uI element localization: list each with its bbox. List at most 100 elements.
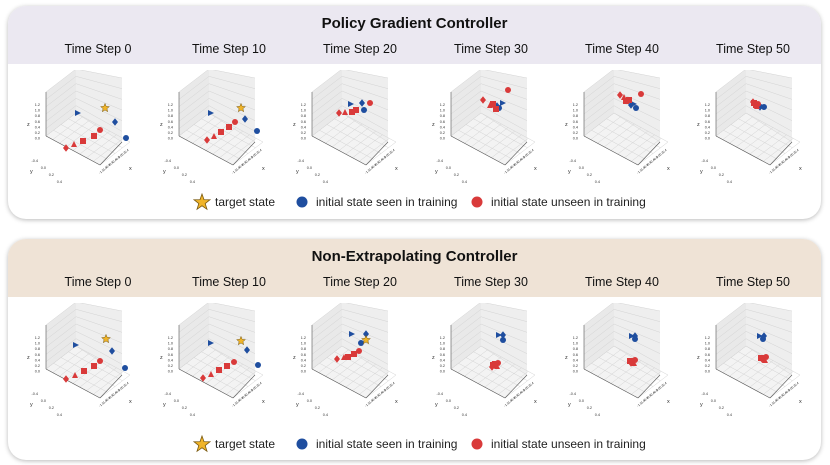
x-tick-label: -0.6 [108, 160, 115, 167]
x-tick-label: 0.4 [257, 381, 263, 387]
gridline [338, 127, 370, 151]
gridline [450, 301, 482, 326]
z-axis-label: z [160, 122, 163, 128]
gridline [498, 138, 529, 162]
gridline [715, 68, 747, 93]
z-tick-label: 0.8 [705, 347, 710, 351]
seen-state-marker [363, 330, 369, 338]
plot-svg: 1.21.00.80.60.40.20.0z-0.40.00.20.4y -1.2… [27, 68, 132, 184]
gridline [59, 353, 90, 377]
gridline [365, 141, 397, 166]
plot-3d-step-40: 1.2 1.0 0.8 0.6 0.4 0.2 0.0 z -0.4 0.0 0.2 0.4 y -1.2… [546, 301, 680, 428]
plot-3d-step-10: 1.2 1.0 0.8 0.6 0.4 0.2 0.0 z -0.4 0.0 0.2 0.4 y -1.2… [141, 68, 275, 195]
gridline [99, 374, 131, 399]
gridline [359, 138, 390, 162]
gridline [75, 301, 123, 312]
gridline [208, 83, 256, 100]
y-tick-label: 0.4 [57, 413, 62, 417]
gridline [359, 371, 390, 395]
gridline [590, 116, 621, 140]
z-tick-label: 0.6 [168, 120, 173, 124]
z-axis-label: z [697, 355, 700, 361]
gridline [226, 371, 257, 395]
gridline [311, 98, 343, 122]
gridline [613, 76, 661, 89]
gridline [178, 112, 210, 137]
gridline [178, 105, 210, 129]
gridline [219, 134, 250, 158]
gridline [763, 138, 794, 162]
legend-target-label: target state [215, 195, 276, 209]
seen-state-marker [633, 105, 639, 111]
gridline [311, 68, 343, 93]
gridline [311, 309, 343, 333]
x-tick-label: -1.2 [231, 401, 238, 408]
seen-state-marker [208, 340, 214, 346]
unseen-state-marker [489, 363, 495, 371]
gridline [45, 301, 77, 326]
gridline [75, 316, 123, 333]
gridline [617, 130, 648, 155]
seen-state-marker [349, 331, 355, 337]
unseen-state-marker [80, 138, 86, 144]
gridline [613, 105, 661, 132]
z-tick-label: 0.6 [573, 120, 578, 124]
gridline [729, 353, 760, 377]
y-axis-label: y [568, 402, 571, 408]
gridline [583, 316, 615, 340]
plot-svg: 1.21.00.80.60.40.20.0z-0.40.00.20.4y -1.2… [432, 68, 537, 184]
gridline [480, 90, 528, 111]
x-tick-label: -0.4 [377, 158, 384, 165]
z-tick-label: 1.2 [573, 336, 578, 340]
x-tick-label: -0.2 [519, 388, 526, 395]
x-tick-label: 0.4 [529, 148, 535, 154]
x-tick-label: -0.6 [241, 393, 248, 400]
x-tick-label: 0.2 [253, 151, 259, 157]
x-axis-line [311, 135, 367, 166]
gridline [450, 98, 482, 122]
target-state-star [360, 334, 372, 345]
x-tick-label: -1.0 [639, 165, 646, 172]
y-tick-label: 0.4 [190, 180, 195, 184]
floor-pane [312, 346, 388, 398]
y-axis-line [769, 374, 793, 399]
x-tick-label: -1.0 [771, 398, 778, 405]
seen-state-marker [109, 347, 115, 355]
z-tick-label: 0.0 [168, 137, 173, 141]
y-axis-line [504, 374, 528, 399]
time-step-label: Time Step 40 [585, 275, 659, 289]
gridline [715, 338, 747, 362]
panel-header: Non-Extrapolating Controller [8, 239, 821, 297]
z-tick-label: 0.0 [301, 370, 306, 374]
y-axis-label: y [30, 169, 33, 175]
floor-pane [584, 113, 660, 165]
x-tick-label: -0.2 [784, 388, 791, 395]
x-tick-label: -0.8 [642, 163, 649, 170]
x-axis-label: x [534, 399, 537, 405]
y-tick-label: 0.2 [182, 406, 187, 410]
seen-state-marker [361, 107, 367, 113]
gridline [332, 356, 363, 381]
x-tick-label: -0.8 [370, 396, 377, 403]
gridline [745, 309, 793, 322]
unseen-state-marker [232, 119, 238, 125]
unseen-state-marker [762, 357, 768, 363]
x-tick-label: 0.4 [529, 381, 535, 387]
x-tick-label: -0.8 [104, 396, 111, 403]
gridline [208, 309, 256, 322]
gridline [341, 301, 389, 312]
gridline [742, 127, 774, 151]
z-tick-label: 1.0 [168, 342, 173, 346]
y-tick-label: -0.4 [436, 392, 443, 396]
gridline [624, 134, 655, 158]
z-tick-label: 0.8 [573, 114, 578, 118]
z-tick-label: 0.2 [705, 131, 710, 135]
gridline [613, 316, 661, 333]
gridline [311, 90, 343, 115]
y-axis-line [637, 374, 661, 399]
plot-3d-step-10: 1.2 1.0 0.8 0.6 0.4 0.2 0.0 z -0.4 0.0 0.2 0.4 y -1.2… [141, 301, 275, 428]
policy-gradient-panel: Policy Gradient Controller Time Step 0 T… [8, 6, 821, 219]
y-tick-label: 0.4 [462, 413, 467, 417]
right-wall-pane [746, 302, 792, 375]
z-tick-label: 0.6 [705, 120, 710, 124]
